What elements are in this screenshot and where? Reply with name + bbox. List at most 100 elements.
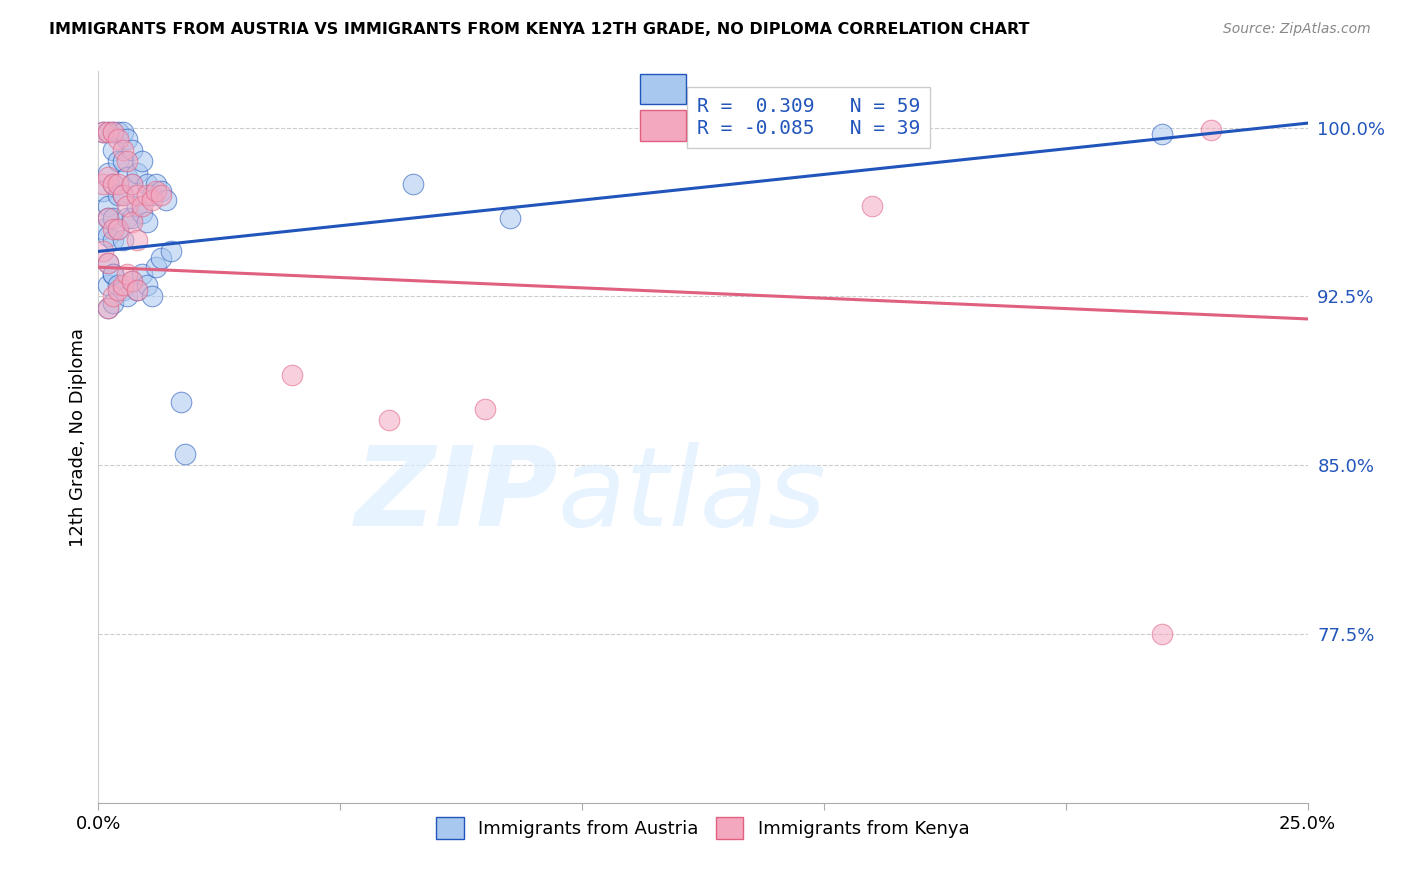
Point	[131, 199, 153, 213]
Point	[145, 260, 167, 275]
Point	[117, 289, 139, 303]
Point	[127, 283, 149, 297]
Point	[111, 154, 134, 169]
Point	[91, 184, 114, 198]
Point	[121, 177, 143, 191]
Point	[91, 222, 114, 236]
Point	[111, 278, 134, 293]
Point	[97, 278, 120, 293]
Point	[131, 267, 153, 281]
Point	[97, 228, 120, 243]
Point	[111, 283, 134, 297]
Point	[402, 177, 425, 191]
Point	[97, 211, 120, 225]
Point	[131, 154, 153, 169]
Text: IMMIGRANTS FROM AUSTRIA VS IMMIGRANTS FROM KENYA 12TH GRADE, NO DIPLOMA CORRELAT: IMMIGRANTS FROM AUSTRIA VS IMMIGRANTS FR…	[49, 22, 1029, 37]
Point	[498, 211, 520, 225]
Point	[111, 188, 134, 202]
Point	[141, 289, 163, 303]
Point	[150, 251, 173, 265]
Point	[474, 401, 496, 416]
Point	[117, 132, 139, 146]
Point	[107, 278, 129, 293]
Point	[174, 447, 197, 461]
Point	[121, 143, 143, 157]
Point	[281, 368, 304, 383]
Point	[121, 274, 143, 288]
Point	[107, 283, 129, 297]
Point	[111, 188, 134, 202]
Point	[101, 267, 124, 281]
Point	[135, 177, 157, 191]
Point	[160, 244, 183, 259]
Point	[97, 125, 120, 139]
Point	[1152, 627, 1174, 641]
Point	[145, 177, 167, 191]
Point	[141, 193, 163, 207]
Point	[127, 283, 149, 297]
Point	[101, 296, 124, 310]
Point	[101, 211, 124, 225]
Point	[121, 274, 143, 288]
FancyBboxPatch shape	[640, 110, 686, 141]
Point	[135, 188, 157, 202]
Point	[155, 193, 177, 207]
Point	[111, 233, 134, 247]
Point	[1199, 123, 1222, 137]
Point	[101, 289, 124, 303]
Point	[117, 199, 139, 213]
Point	[101, 267, 124, 281]
Point	[91, 125, 114, 139]
Point	[91, 244, 114, 259]
Point	[107, 188, 129, 202]
Y-axis label: 12th Grade, No Diploma: 12th Grade, No Diploma	[69, 327, 87, 547]
Point	[127, 199, 149, 213]
Point	[127, 233, 149, 247]
Point	[121, 177, 143, 191]
Point	[127, 166, 149, 180]
Point	[97, 125, 120, 139]
Point	[101, 233, 124, 247]
Point	[101, 222, 124, 236]
Text: atlas: atlas	[558, 442, 827, 549]
Point	[111, 125, 134, 139]
Point	[97, 255, 120, 269]
Point	[97, 211, 120, 225]
Point	[97, 255, 120, 269]
Point	[101, 143, 124, 157]
Point	[97, 199, 120, 213]
Point	[150, 188, 173, 202]
Point	[107, 222, 129, 236]
Text: Source: ZipAtlas.com: Source: ZipAtlas.com	[1223, 22, 1371, 37]
Point	[101, 125, 124, 139]
Legend: Immigrants from Austria, Immigrants from Kenya: Immigrants from Austria, Immigrants from…	[429, 810, 977, 847]
Point	[145, 184, 167, 198]
Point	[101, 125, 124, 139]
Point	[141, 188, 163, 202]
Text: ZIP: ZIP	[354, 442, 558, 549]
FancyBboxPatch shape	[640, 73, 686, 104]
Point	[117, 170, 139, 185]
Point	[91, 125, 114, 139]
Point	[131, 206, 153, 220]
Point	[101, 177, 124, 191]
Point	[107, 132, 129, 146]
Text: R =  0.309   N = 59
R = -0.085   N = 39: R = 0.309 N = 59 R = -0.085 N = 39	[697, 97, 920, 138]
Point	[150, 184, 173, 198]
Point	[107, 154, 129, 169]
Point	[107, 125, 129, 139]
Point	[117, 267, 139, 281]
Point	[107, 222, 129, 236]
Point	[101, 177, 124, 191]
Point	[1152, 128, 1174, 142]
Point	[97, 301, 120, 315]
Point	[97, 166, 120, 180]
Point	[107, 177, 129, 191]
Point	[117, 154, 139, 169]
Point	[111, 143, 134, 157]
Point	[135, 278, 157, 293]
Point	[97, 301, 120, 315]
Point	[135, 215, 157, 229]
Point	[127, 188, 149, 202]
Point	[121, 211, 143, 225]
